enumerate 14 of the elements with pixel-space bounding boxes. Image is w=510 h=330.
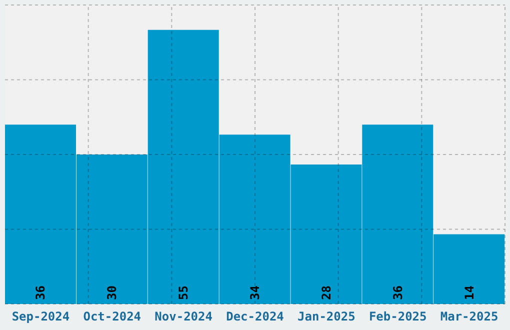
data-label: 30 [105,286,120,300]
x-tick-label: Sep-2024 [12,310,70,324]
data-label: 36 [390,286,405,300]
data-label: 28 [319,286,334,300]
x-tick-label: Mar-2025 [440,310,498,324]
data-label: 36 [34,286,48,300]
x-tick-label: Oct-2024 [83,310,142,324]
x-tick-label: Feb-2025 [368,310,427,324]
data-label: 55 [176,286,191,300]
data-label: 14 [462,286,476,300]
x-tick-label: Dec-2024 [226,310,284,324]
x-tick-label: Jan-2025 [298,310,356,324]
x-tick-label: Nov-2024 [154,310,212,324]
data-label: 34 [248,286,262,300]
